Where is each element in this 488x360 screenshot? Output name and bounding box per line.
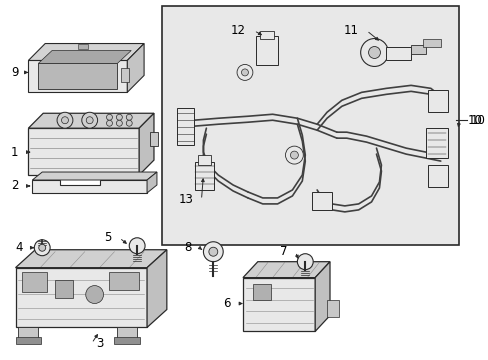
Circle shape — [237, 64, 252, 80]
Circle shape — [116, 114, 122, 120]
Circle shape — [116, 120, 122, 126]
Circle shape — [61, 117, 68, 124]
Circle shape — [34, 240, 50, 256]
Text: 12: 12 — [230, 24, 245, 37]
Polygon shape — [28, 60, 127, 92]
Text: 6: 6 — [222, 297, 230, 310]
Polygon shape — [176, 108, 193, 145]
Bar — [252, 284, 270, 300]
Bar — [117, 328, 137, 339]
Bar — [427, 90, 447, 112]
Circle shape — [203, 242, 223, 262]
Bar — [427, 165, 447, 187]
Circle shape — [81, 112, 98, 128]
Bar — [255, 36, 277, 66]
Bar — [114, 337, 140, 345]
Bar — [150, 132, 158, 146]
Circle shape — [106, 120, 112, 126]
Text: 4: 4 — [15, 241, 22, 254]
Bar — [326, 300, 338, 318]
Bar — [19, 328, 38, 339]
Circle shape — [285, 146, 303, 164]
Text: 3: 3 — [96, 337, 103, 350]
Text: 5: 5 — [104, 231, 111, 244]
Polygon shape — [38, 63, 117, 89]
Circle shape — [297, 254, 312, 270]
Bar — [198, 155, 211, 165]
Text: 13: 13 — [178, 193, 193, 206]
Text: 10: 10 — [467, 114, 481, 127]
Text: 2: 2 — [11, 180, 19, 193]
Polygon shape — [28, 44, 144, 60]
Polygon shape — [147, 250, 166, 328]
Bar — [425, 128, 447, 158]
Circle shape — [39, 244, 45, 251]
Text: 1: 1 — [11, 145, 19, 159]
Bar — [55, 280, 73, 298]
Polygon shape — [139, 113, 154, 175]
Polygon shape — [16, 268, 147, 328]
Bar — [162, 6, 458, 245]
Circle shape — [129, 238, 145, 254]
Polygon shape — [243, 262, 329, 278]
Bar — [386, 46, 410, 60]
Circle shape — [368, 46, 380, 58]
Polygon shape — [38, 50, 131, 63]
Polygon shape — [243, 278, 315, 332]
Polygon shape — [127, 44, 144, 92]
Circle shape — [126, 114, 132, 120]
Circle shape — [57, 112, 73, 128]
Text: 9: 9 — [11, 66, 19, 79]
Polygon shape — [32, 180, 147, 193]
Bar — [78, 44, 87, 49]
Bar — [16, 337, 41, 345]
Text: 11: 11 — [343, 24, 358, 37]
Bar — [422, 39, 440, 46]
Circle shape — [106, 114, 112, 120]
Circle shape — [290, 151, 298, 159]
Polygon shape — [147, 172, 157, 193]
Polygon shape — [32, 172, 157, 180]
Bar — [311, 192, 331, 210]
Circle shape — [86, 117, 93, 124]
Circle shape — [360, 39, 387, 67]
Bar — [22, 272, 47, 292]
Circle shape — [208, 247, 217, 256]
Circle shape — [241, 69, 248, 76]
Bar — [194, 162, 214, 190]
Text: 8: 8 — [184, 241, 191, 254]
Polygon shape — [315, 262, 329, 332]
Bar — [121, 68, 129, 82]
Circle shape — [126, 120, 132, 126]
Bar — [259, 31, 273, 39]
Polygon shape — [28, 128, 139, 175]
Text: 7: 7 — [280, 245, 287, 258]
Circle shape — [85, 285, 103, 303]
Polygon shape — [16, 250, 166, 268]
Text: 10: 10 — [469, 114, 484, 127]
Bar — [410, 45, 425, 54]
Polygon shape — [28, 113, 154, 128]
Bar — [109, 272, 139, 289]
